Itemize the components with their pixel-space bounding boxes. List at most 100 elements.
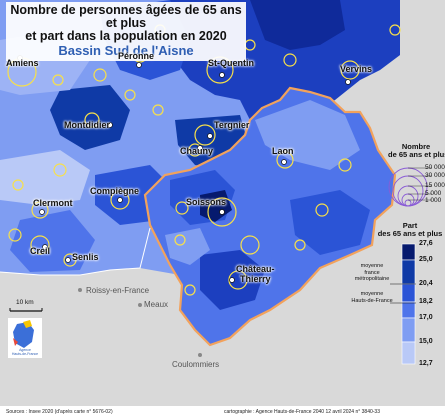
city-label-peronne: Péronne (118, 51, 155, 61)
city-label-chateau-thierry: Château- Thierry (236, 264, 275, 284)
share-break-6: 15,0 (419, 338, 433, 345)
dot-coulommiers (198, 353, 202, 357)
circle-chateau-thierry (228, 270, 248, 290)
region-boundary-line (0, 227, 151, 276)
city-label-meaux: Meaux (144, 300, 169, 309)
circle-laon (276, 151, 294, 169)
logo-accent-shape (13, 338, 18, 346)
map-subtitle: Bassin Sud de l'Aisne (58, 43, 194, 58)
bassin-east-area (290, 190, 370, 255)
circle-small (8, 228, 22, 242)
circle-small (124, 89, 136, 101)
circle-senlis (63, 253, 77, 267)
city-label-st-quentin: St-Quentin (208, 58, 254, 68)
region-thierache-dark (250, 0, 345, 50)
circle-compiegne (110, 190, 130, 210)
legend-box-2 (401, 259, 416, 285)
city-label-laon: Laon (272, 146, 294, 156)
share-break-5: 17,0 (419, 314, 433, 321)
share-break-2: 25,0 (419, 256, 433, 263)
dot-clermont (39, 209, 45, 215)
circle-small (315, 203, 329, 217)
legend-average-markers (390, 283, 416, 304)
city-label-vervins: Vervins (340, 64, 373, 74)
circle-soissons (207, 197, 237, 227)
footer-sources: Sources : Insee 2020 (d'après carte n° 5… (6, 409, 113, 415)
share-break-1: 27,6 (419, 240, 433, 247)
city-label-senlis: Senlis (72, 252, 99, 262)
share-break-4: 18,2 (419, 298, 433, 305)
share-break-3: 20,4 (419, 280, 433, 287)
dot-montdidier (107, 122, 113, 128)
city-label-montdidier: Montdidier (64, 120, 110, 130)
city-label-creil: Creil (30, 246, 51, 256)
circle-legend-value-2: 30 000 (425, 172, 445, 179)
logo-hdf-shape (23, 320, 32, 328)
city-label-clermont: Clermont (33, 198, 73, 208)
city-dots (17, 55, 351, 283)
dot-tergnier (207, 133, 213, 139)
dot-soissons (219, 209, 225, 215)
city-label-tergnier: Tergnier (214, 120, 250, 130)
city-label-soissons: Soissons (186, 197, 227, 207)
dot-st-quentin (219, 72, 225, 78)
circle-small (184, 284, 196, 296)
region-montdidier (50, 85, 130, 150)
share-break-7: 12,7 (419, 360, 433, 367)
proportional-circles (7, 24, 401, 296)
legend-box-6 (401, 341, 416, 365)
dot-meaux (138, 303, 142, 307)
circle-small (93, 68, 107, 82)
dot-compiegne (117, 197, 123, 203)
logo-france-shape (13, 322, 34, 348)
circle-creil (30, 235, 50, 255)
circle-legend-value-4: 5 000 (425, 190, 442, 197)
legend-box-5 (401, 317, 416, 343)
circle-legend-value-3: 15 000 (425, 182, 445, 189)
footer-background (0, 406, 445, 419)
outside-city-dots (78, 288, 202, 357)
title-line-1: Nombre de personnes âgées de 65 ans et p… (10, 3, 242, 30)
circle-legend-leaders (408, 167, 432, 201)
circle-small (12, 179, 24, 191)
dot-peronne (136, 62, 142, 68)
share-legend-boxes (401, 243, 416, 365)
dot-chateau-thierry (229, 277, 235, 283)
dot-vervins (345, 79, 351, 85)
dot-creil (42, 244, 48, 250)
circle-small (389, 24, 401, 36)
legend-box-4 (401, 301, 416, 319)
city-label-compiegne: Compiègne (90, 186, 140, 196)
footer-credit: cartographie : Agence Hauts-de-France 20… (224, 409, 380, 415)
circle-small (338, 158, 352, 172)
note-hdf-average: moyenne Hauts-de-France (351, 291, 393, 304)
circle-small (240, 235, 260, 255)
circle-small (152, 104, 164, 116)
legend-box-3 (401, 283, 416, 303)
circle-small (52, 74, 64, 86)
city-label-amiens: Amiens (6, 58, 39, 68)
dot-roissy (78, 288, 82, 292)
dot-chauny (197, 145, 203, 151)
city-label-roissy: Roissy-en-France (86, 286, 150, 295)
circle-small (174, 234, 186, 246)
dot-laon (281, 159, 287, 165)
circle-legend-value-1: 50 000 (425, 164, 445, 171)
circle-legend-title: Nombre de 65 ans et plus (388, 142, 445, 159)
circle-legend-value-5: 1 000 (425, 197, 442, 204)
circle-clermont (31, 201, 49, 219)
title-block: Nombre de personnes âgées de 65 ans et p… (6, 2, 246, 61)
circle-small (53, 163, 67, 177)
title-line-2: et part dans la population en 2020 (25, 29, 227, 43)
dot-senlis (65, 257, 71, 263)
scale-bar (9, 308, 43, 312)
share-legend-title: Part des 65 ans et plus (377, 221, 443, 238)
circle-small (283, 53, 297, 67)
legend-box-1 (401, 243, 416, 261)
circle-tergnier (194, 124, 216, 146)
circle-small (175, 201, 189, 215)
circle-montdidier (84, 112, 100, 128)
region-creil-senlis (10, 210, 95, 272)
